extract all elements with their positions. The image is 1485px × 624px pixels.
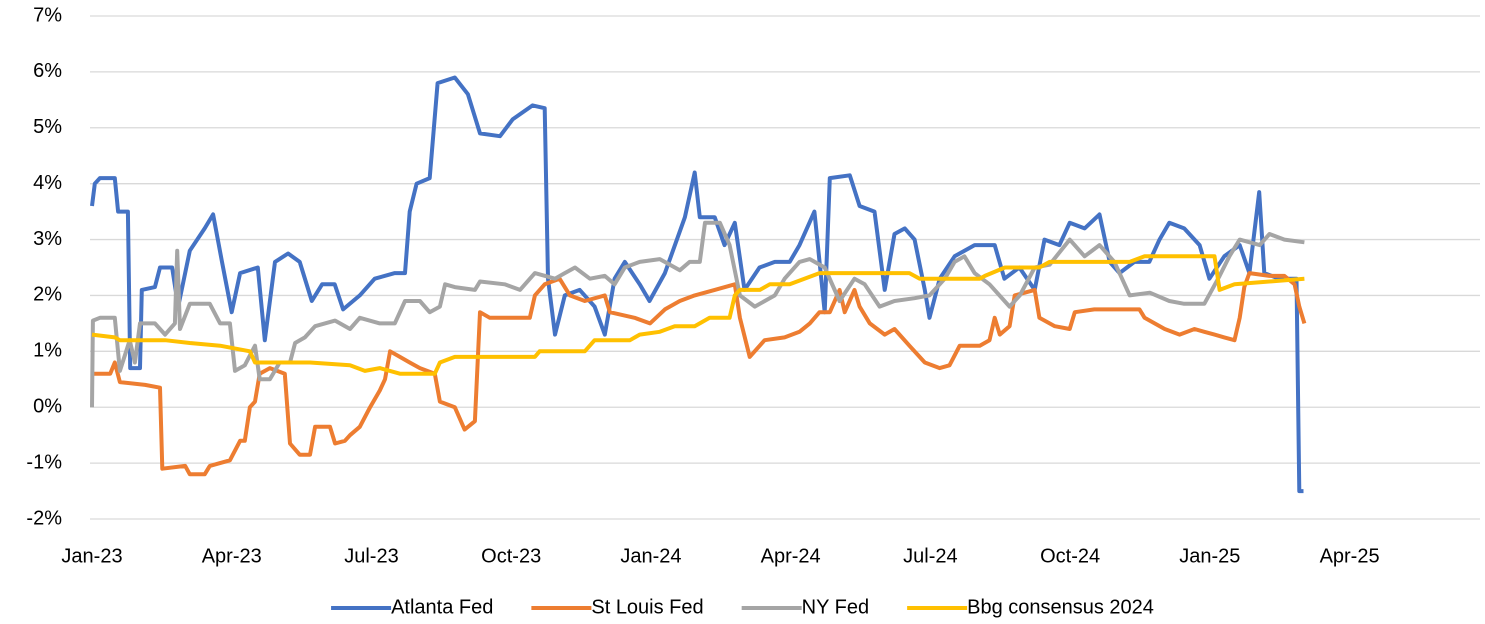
y-tick-label: 1% (33, 340, 62, 362)
series-line (90, 75, 1304, 494)
x-tick-label: Jan-25 (1179, 545, 1240, 567)
y-tick-label: 7% (33, 4, 62, 26)
x-tick-label: Oct-23 (481, 545, 541, 567)
legend-label: St Louis Fed (591, 596, 703, 618)
y-tick-label: 5% (33, 116, 62, 138)
y-tick-label: 3% (33, 228, 62, 250)
x-tick-label: Jul-24 (903, 545, 957, 567)
y-tick-label: 6% (33, 60, 62, 82)
y-tick-label: -2% (26, 507, 62, 529)
x-tick-label: Oct-24 (1040, 545, 1100, 567)
legend-label: Bbg consensus 2024 (967, 596, 1154, 618)
legend-label: Atlanta Fed (391, 596, 493, 618)
series-line (90, 220, 1305, 408)
x-tick-label: Jan-24 (620, 545, 681, 567)
y-tick-label: -1% (26, 451, 62, 473)
x-tick-label: Jan-23 (61, 545, 122, 567)
series-line (92, 271, 1307, 477)
x-tick-label: Apr-24 (761, 545, 821, 567)
legend: Atlanta Fed St Louis Fed NY Fed Bbg consens… (331, 596, 1154, 618)
legend-label: NY Fed (802, 596, 869, 618)
x-tick-label: Jul-23 (344, 545, 398, 567)
y-tick-label: 2% (33, 284, 62, 306)
x-tick-label: Apr-23 (202, 545, 262, 567)
series-line (91, 254, 1305, 376)
y-tick-label: 4% (33, 172, 62, 194)
y-tick-label: 0% (33, 396, 62, 418)
x-tick-label: Apr-25 (1320, 545, 1380, 567)
